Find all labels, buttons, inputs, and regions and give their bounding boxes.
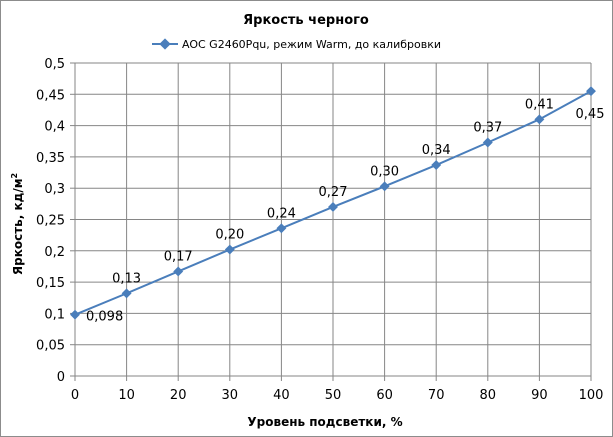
y-tick-label: 0,05 [36,339,65,354]
x-tick-label: 70 [428,388,445,403]
x-tick-label: 50 [325,388,342,403]
data-label: 0,17 [164,249,193,264]
data-point [70,309,80,320]
axes [70,62,592,381]
y-tick-labels: 0 0,05 0,1 0,15 0,2 0,25 0,3 0,35 0,4 0,45 0,5 [36,57,65,385]
x-tick-label: 100 [579,388,604,403]
y-tick-label: 0,45 [36,88,65,103]
data-point [534,114,545,125]
legend: AOC G2460Pqu, режим Warm, до калибровки [152,38,441,51]
chart-title: Яркость черного [243,13,369,28]
data-label: 0,41 [525,97,554,112]
data-point [276,223,287,234]
data-label: 0,37 [473,121,502,136]
y-tick-label: 0,35 [36,151,65,166]
data-label: 0,45 [576,107,605,122]
y-axis-title-superscript: 2 [10,173,19,179]
data-point [224,244,235,255]
y-tick-label: 0,5 [44,57,65,72]
legend-label: AOC G2460Pqu, режим Warm, до калибровки [182,38,441,51]
y-tick-label: 0 [57,370,65,385]
data-label: 0,24 [267,206,296,221]
data-labels: 0,098 0,13 0,17 0,20 0,24 0,27 0,30 0,34 0,37 0,4… [86,97,604,324]
data-point [328,202,338,212]
y-tick-label: 0,4 [44,120,65,135]
x-tick-label: 30 [222,388,239,403]
y-axis-title: Яркость, кд/м2 [10,173,25,275]
x-tick-label: 20 [170,388,187,403]
data-label: 0,20 [215,228,244,243]
x-tick-label: 90 [531,388,548,403]
y-tick-label: 0,2 [44,245,65,260]
gridlines [75,62,592,376]
data-point [586,86,596,97]
y-tick-label: 0,25 [36,214,65,229]
y-axis-title-text: Яркость, кд/м [11,178,25,275]
x-tick-label: 10 [118,388,135,403]
legend-marker [159,38,171,50]
y-tick-label: 0,15 [36,276,65,291]
x-axis-title: Уровень подсветки, % [247,415,402,429]
data-label: 0,34 [422,143,451,158]
data-label: 0,098 [86,310,123,325]
data-label: 0,30 [370,164,399,179]
x-tick-label: 80 [480,388,497,403]
x-tick-labels: 0 10 20 30 40 50 60 70 80 90 100 [71,388,604,403]
data-label: 0,27 [319,185,348,200]
x-tick-label: 0 [71,388,79,403]
data-point [482,137,493,148]
y-tick-label: 0,1 [44,307,65,322]
data-point [121,288,132,299]
data-point [173,266,184,277]
data-label: 0,13 [112,271,141,286]
data-point [431,160,442,170]
y-tick-label: 0,3 [44,182,65,197]
x-tick-label: 60 [376,388,393,403]
x-tick-label: 40 [273,388,290,403]
data-point [379,181,390,192]
